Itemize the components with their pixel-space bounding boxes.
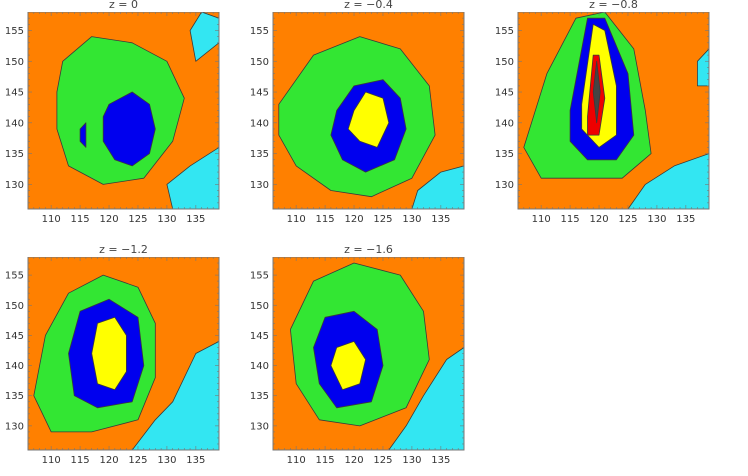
contour-region-dark — [592, 60, 601, 124]
contour-panel: 110 115 120 125 130 135 130 135 140 145 150 155 — [5, 12, 220, 225]
x-tick-label: 135 — [431, 214, 450, 225]
x-tick-label: 130 — [157, 214, 176, 225]
x-tick-label: 115 — [71, 214, 90, 225]
x-tick-label: 135 — [186, 214, 205, 225]
y-tick-label: 135 — [5, 391, 24, 402]
x-tick-label: 125 — [128, 214, 147, 225]
y-tick-label: 140 — [495, 118, 514, 129]
panel-title: z = −1.2 — [99, 243, 148, 256]
y-tick-label: 135 — [5, 149, 24, 160]
x-tick-label: 110 — [532, 214, 551, 225]
contour-region-yellow — [330, 341, 366, 391]
x-tick-label: 110 — [287, 214, 306, 225]
contour-region-yellow — [347, 91, 390, 148]
y-tick-label: 145 — [250, 88, 269, 99]
x-tick-label: 130 — [647, 214, 666, 225]
panel-title: z = 0 — [109, 0, 138, 11]
x-tick-label: 120 — [344, 214, 363, 225]
x-tick-label: 120 — [344, 455, 363, 466]
y-tick-label: 150 — [250, 301, 269, 312]
y-tick-label: 150 — [5, 57, 24, 68]
contour-panel: 110 115 120 125 130 135 130 135 140 145 150 155 — [250, 257, 465, 466]
contour-region-cyan — [411, 165, 464, 209]
x-tick-label: 135 — [431, 455, 450, 466]
x-tick-label: 125 — [618, 214, 637, 225]
x-tick-label: 115 — [561, 214, 580, 225]
contour-region-cyan — [131, 341, 219, 450]
x-tick-label: 125 — [128, 455, 147, 466]
x-tick-label: 110 — [287, 455, 306, 466]
x-tick-label: 120 — [99, 214, 118, 225]
x-tick-label: 130 — [402, 455, 421, 466]
contour-region-yellow — [91, 316, 127, 391]
x-tick-label: 125 — [373, 214, 392, 225]
y-tick-label: 130 — [250, 180, 269, 191]
contour-panel: 110 115 120 125 130 135 130 135 140 145 150 155 — [495, 12, 710, 225]
y-tick-label: 145 — [5, 88, 24, 99]
y-tick-label: 130 — [5, 180, 24, 191]
contour-region-cyan — [388, 347, 464, 450]
y-tick-label: 155 — [250, 271, 269, 282]
contour-region-cyan — [627, 153, 709, 209]
x-tick-label: 135 — [186, 455, 205, 466]
y-tick-label: 140 — [250, 361, 269, 372]
contour-region-blue — [102, 91, 156, 167]
y-tick-label: 155 — [495, 26, 514, 37]
y-tick-label: 150 — [250, 57, 269, 68]
y-tick-label: 135 — [250, 149, 269, 160]
y-tick-label: 135 — [495, 149, 514, 160]
y-tick-label: 130 — [495, 180, 514, 191]
y-tick-label: 145 — [5, 331, 24, 342]
y-tick-label: 140 — [250, 118, 269, 129]
x-tick-label: 120 — [99, 455, 118, 466]
contour-region-cyan — [189, 12, 219, 62]
y-tick-label: 145 — [495, 88, 514, 99]
x-tick-label: 115 — [71, 455, 90, 466]
y-tick-label: 130 — [250, 421, 269, 432]
y-tick-label: 150 — [5, 301, 24, 312]
contour-region-cyan — [696, 48, 709, 87]
y-tick-label: 155 — [5, 26, 24, 37]
y-tick-label: 155 — [250, 26, 269, 37]
y-tick-label: 150 — [495, 57, 514, 68]
x-tick-label: 115 — [316, 455, 335, 466]
panel-title: z = −0.8 — [589, 0, 638, 11]
contour-panel: 110 115 120 125 130 135 130 135 140 145 150 155 — [5, 257, 220, 466]
contour-panel: 110 115 120 125 130 135 130 135 140 145 150 155 — [250, 12, 465, 225]
x-tick-label: 110 — [42, 214, 61, 225]
contour-region-cyan — [166, 146, 219, 209]
x-tick-label: 120 — [589, 214, 608, 225]
x-tick-label: 130 — [402, 214, 421, 225]
x-tick-label: 115 — [316, 214, 335, 225]
y-tick-label: 140 — [5, 361, 24, 372]
y-tick-label: 140 — [5, 118, 24, 129]
x-tick-label: 125 — [373, 455, 392, 466]
y-tick-label: 135 — [250, 391, 269, 402]
x-tick-label: 110 — [42, 455, 61, 466]
x-tick-label: 135 — [676, 214, 695, 225]
y-tick-label: 155 — [5, 271, 24, 282]
panel-title: z = −1.6 — [344, 243, 393, 256]
y-tick-label: 145 — [250, 331, 269, 342]
y-tick-label: 130 — [5, 421, 24, 432]
contour-region-blue — [79, 122, 87, 148]
panel-title: z = −0.4 — [344, 0, 393, 11]
x-tick-label: 130 — [157, 455, 176, 466]
